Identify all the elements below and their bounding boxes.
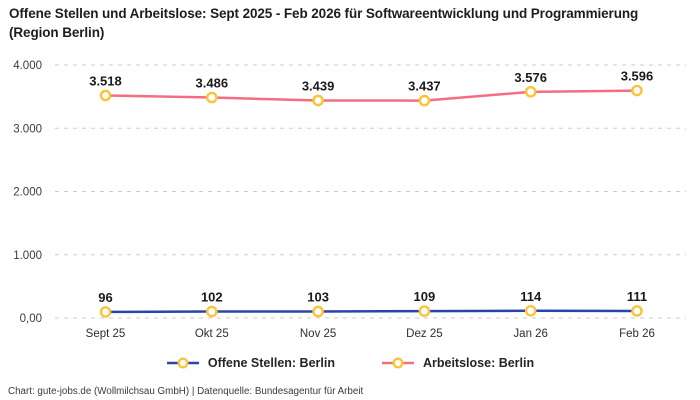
data-point-label: 3.437 (408, 79, 441, 94)
series-line (104, 89, 639, 102)
data-point-label: 3.576 (514, 70, 547, 85)
x-axis-tick-label: Nov 25 (300, 328, 336, 340)
data-point-marker (418, 305, 431, 317)
data-point-marker (205, 91, 218, 104)
series-line (104, 309, 639, 314)
data-point-marker (524, 304, 537, 317)
legend-item: Arbeitslose: Berlin (381, 356, 534, 370)
data-point-marker (631, 305, 643, 317)
x-axis-tick-label: Okt 25 (195, 328, 229, 340)
y-axis-tick-label: 3.000 (13, 123, 42, 135)
x-axis-tick-label: Jan 26 (513, 328, 548, 340)
data-point-label: 102 (201, 290, 223, 305)
x-axis-tick-label: Feb 26 (619, 328, 655, 340)
data-point-marker (99, 306, 112, 318)
data-point-marker (205, 305, 218, 318)
data-point-label: 109 (414, 289, 436, 304)
data-point-label: 103 (307, 289, 329, 304)
data-point-label: 3.439 (302, 78, 335, 93)
legend-marker (177, 357, 189, 369)
data-point-marker (312, 94, 324, 107)
data-point-label: 3.486 (196, 76, 229, 91)
y-axis-tick-label: 2.000 (13, 187, 42, 199)
legend-label: Offene Stellen: Berlin (207, 356, 335, 370)
y-axis-tick-label: 1.000 (13, 250, 42, 262)
chart-title: Offene Stellen und Arbeitslose: Sept 202… (9, 6, 639, 40)
legend-line-swatch (166, 357, 199, 369)
data-point-label: 111 (627, 289, 647, 304)
legend-line-swatch (381, 357, 414, 369)
legend-marker (392, 357, 404, 369)
x-axis-tick-label: Dez 25 (406, 328, 442, 340)
data-point-marker (99, 89, 112, 102)
data-point-label: 114 (520, 289, 542, 304)
y-axis-tick-label: 0,00 (20, 313, 42, 325)
data-point-marker (312, 305, 324, 318)
data-point-label: 96 (98, 290, 112, 305)
data-point-marker (631, 84, 643, 97)
data-point-label: 3.518 (89, 73, 122, 88)
x-axis-tick-label: Sept 25 (86, 328, 126, 340)
legend-item: Offene Stellen: Berlin (166, 356, 335, 370)
chart-footer: Chart: gute-jobs.de (Wollmilchsau GmbH) … (8, 386, 364, 397)
data-point-label: 3.596 (621, 69, 654, 84)
data-point-marker (524, 86, 537, 98)
y-axis-tick-label: 4.000 (13, 60, 42, 72)
line-chart-plot: 0,00 1.000 2.000 3.000 4.000 Sept 25 Okt 25 Nov… (13, 60, 686, 340)
chart-legend: Offene Stellen: Berlin Arbeitslose: Berli… (0, 356, 700, 370)
data-point-marker (418, 94, 431, 107)
legend-label: Arbeitslose: Berlin (422, 356, 535, 370)
